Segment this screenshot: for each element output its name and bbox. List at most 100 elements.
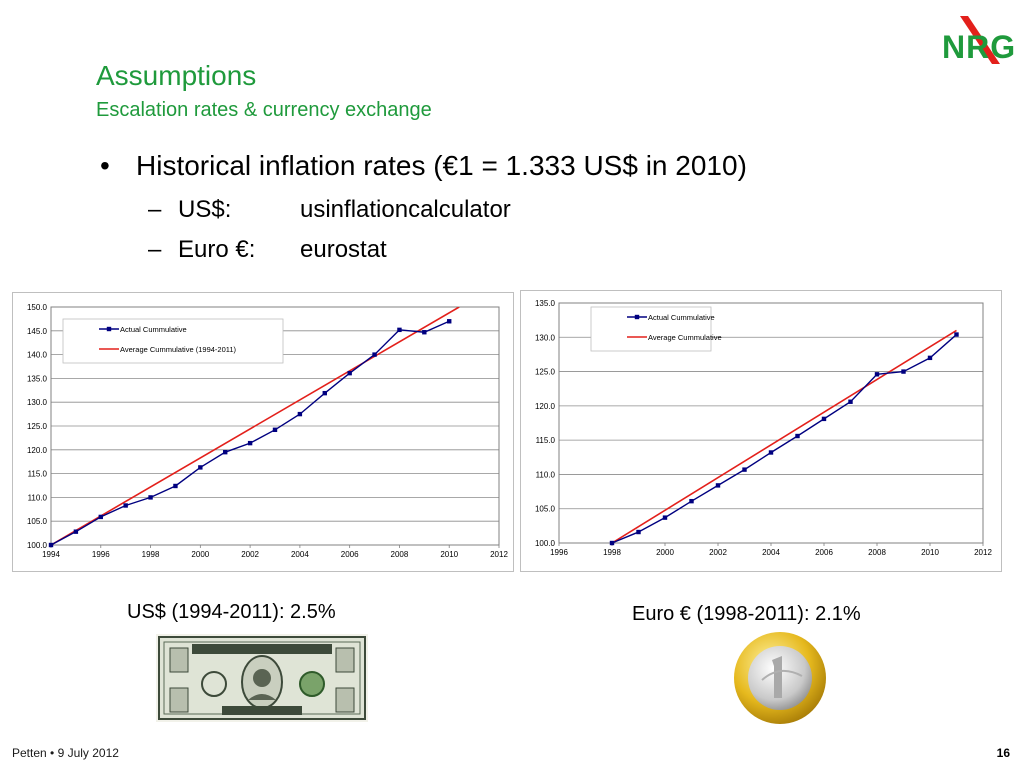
y-tick-label: 130.0 (27, 398, 48, 407)
data-point-marker (689, 498, 694, 504)
x-tick-label: 2000 (191, 550, 209, 559)
x-tick-label: 2012 (490, 550, 508, 559)
data-point-marker (48, 542, 54, 548)
series-line-actual (611, 334, 957, 544)
x-tick-label: 2012 (974, 548, 992, 557)
y-tick-label: 145.0 (27, 327, 48, 336)
sub-item-label: Euro €: (178, 236, 256, 263)
nrg-logo: NRG (942, 16, 1014, 65)
x-tick-label: 2006 (341, 550, 359, 559)
sub-item-value: eurostat (300, 236, 387, 263)
x-tick-label: 2010 (440, 550, 458, 559)
data-point-marker (198, 465, 203, 470)
data-point-marker (98, 514, 103, 520)
x-tick-label: 2006 (815, 548, 833, 557)
data-point-marker (795, 433, 800, 439)
x-tick-label: 1998 (142, 550, 160, 559)
y-tick-label: 135.0 (535, 299, 556, 308)
data-point-marker (715, 483, 721, 488)
data-point-marker (742, 467, 747, 472)
us-rate-caption: US$ (1994-2011): 2.5% (127, 601, 336, 623)
y-tick-label: 100.0 (27, 541, 48, 550)
x-tick-label: 1998 (603, 548, 621, 557)
dollar-bill-image (156, 634, 368, 722)
x-tick-label: 1994 (42, 550, 60, 559)
legend-box (590, 306, 712, 352)
bullet-dot-icon: • (100, 150, 110, 181)
x-tick-label: 2008 (868, 548, 886, 557)
x-tick-label: 2010 (921, 548, 939, 557)
page-title: Assumptions (96, 60, 257, 91)
sub-item-value: usinflationcalculator (300, 196, 511, 223)
y-tick-label: 115.0 (536, 436, 556, 445)
data-point-marker (148, 495, 153, 500)
euro-rate-caption: Euro € (1998-2011): 2.1% (632, 603, 861, 625)
data-point-marker (848, 399, 853, 404)
y-tick-label: 110.0 (28, 493, 48, 502)
x-tick-label: 2000 (656, 548, 674, 557)
data-point-marker (874, 372, 880, 377)
y-tick-label: 115.0 (28, 470, 48, 479)
data-point-marker (609, 540, 615, 546)
dash-icon: – (148, 196, 162, 223)
data-point-marker (372, 352, 377, 357)
data-point-marker (662, 515, 668, 520)
x-tick-label: 2004 (291, 550, 309, 559)
data-point-marker (821, 416, 827, 422)
data-point-marker (272, 427, 278, 433)
legend-marker-actual (634, 314, 640, 320)
y-tick-label: 100.0 (535, 539, 556, 548)
logo-text: NRG (942, 29, 1014, 65)
series-line-average (51, 307, 460, 545)
x-tick-label: 2008 (391, 550, 409, 559)
data-point-marker (223, 449, 228, 455)
data-point-marker (247, 440, 253, 446)
data-point-marker (73, 529, 79, 534)
data-point-marker (297, 411, 303, 417)
data-point-marker (397, 327, 402, 333)
x-tick-label: 2002 (709, 548, 727, 557)
us-inflation-chart: 100.0 105.0 110.0 115.0 120.0 125.0 130.0 135.0… (27, 303, 508, 559)
y-tick-label: 125.0 (27, 422, 48, 431)
dash-icon: – (148, 236, 162, 263)
footer-location-date: Petten • 9 July 2012 (12, 746, 119, 760)
legend-label-actual: Actual Cummulative (648, 313, 715, 322)
legend-box (62, 318, 284, 364)
data-point-marker (954, 332, 959, 337)
data-point-marker (422, 330, 427, 335)
data-point-marker (927, 355, 933, 361)
us-inflation-chart-frame: 100.0 105.0 110.0 115.0 120.0 125.0 130.0 135.0… (12, 292, 514, 572)
data-point-marker (322, 390, 327, 396)
euro-coin-image (734, 632, 826, 724)
sub-item-label: US$: (178, 196, 232, 223)
page-subtitle: Escalation rates & currency exchange (96, 99, 432, 121)
plot-area-border (558, 302, 984, 544)
euro-inflation-chart: 100.0 105.0 110.0 115.0 120.0 125.0 130.0 135.0… (535, 299, 992, 557)
data-point-marker (768, 450, 774, 455)
euro-inflation-chart-frame: 100.0 105.0 110.0 115.0 120.0 125.0 130.0 135.0… (520, 290, 1002, 572)
plot-area-border (50, 306, 500, 546)
page-number: 16 (996, 746, 1010, 760)
data-point-marker (347, 370, 352, 376)
y-tick-label: 110.0 (536, 470, 556, 479)
data-point-marker (173, 483, 178, 489)
logo-red-chevron-icon (960, 16, 1000, 64)
data-point-marker (447, 319, 452, 324)
legend-marker-actual (106, 326, 112, 332)
data-point-marker (636, 529, 641, 535)
legend-label-average: Average Cummulative (648, 333, 722, 342)
y-tick-label: 105.0 (27, 517, 48, 526)
y-tick-label: 140.0 (27, 351, 48, 360)
y-tick-label: 120.0 (535, 402, 556, 411)
series-line-average (611, 329, 957, 543)
y-tick-label: 105.0 (535, 505, 556, 514)
y-tick-label: 135.0 (27, 374, 48, 383)
x-tick-label: 2004 (762, 548, 780, 557)
y-tick-label: 125.0 (535, 368, 556, 377)
x-tick-label: 1996 (92, 550, 110, 559)
legend-label-average: Average Cummulative (1994-2011) (120, 345, 237, 354)
y-tick-label: 150.0 (27, 303, 48, 312)
y-tick-label: 120.0 (27, 446, 48, 455)
y-tick-label: 130.0 (535, 333, 556, 342)
bullet-text: Historical inflation rates (€1 = 1.333 U… (136, 150, 747, 181)
